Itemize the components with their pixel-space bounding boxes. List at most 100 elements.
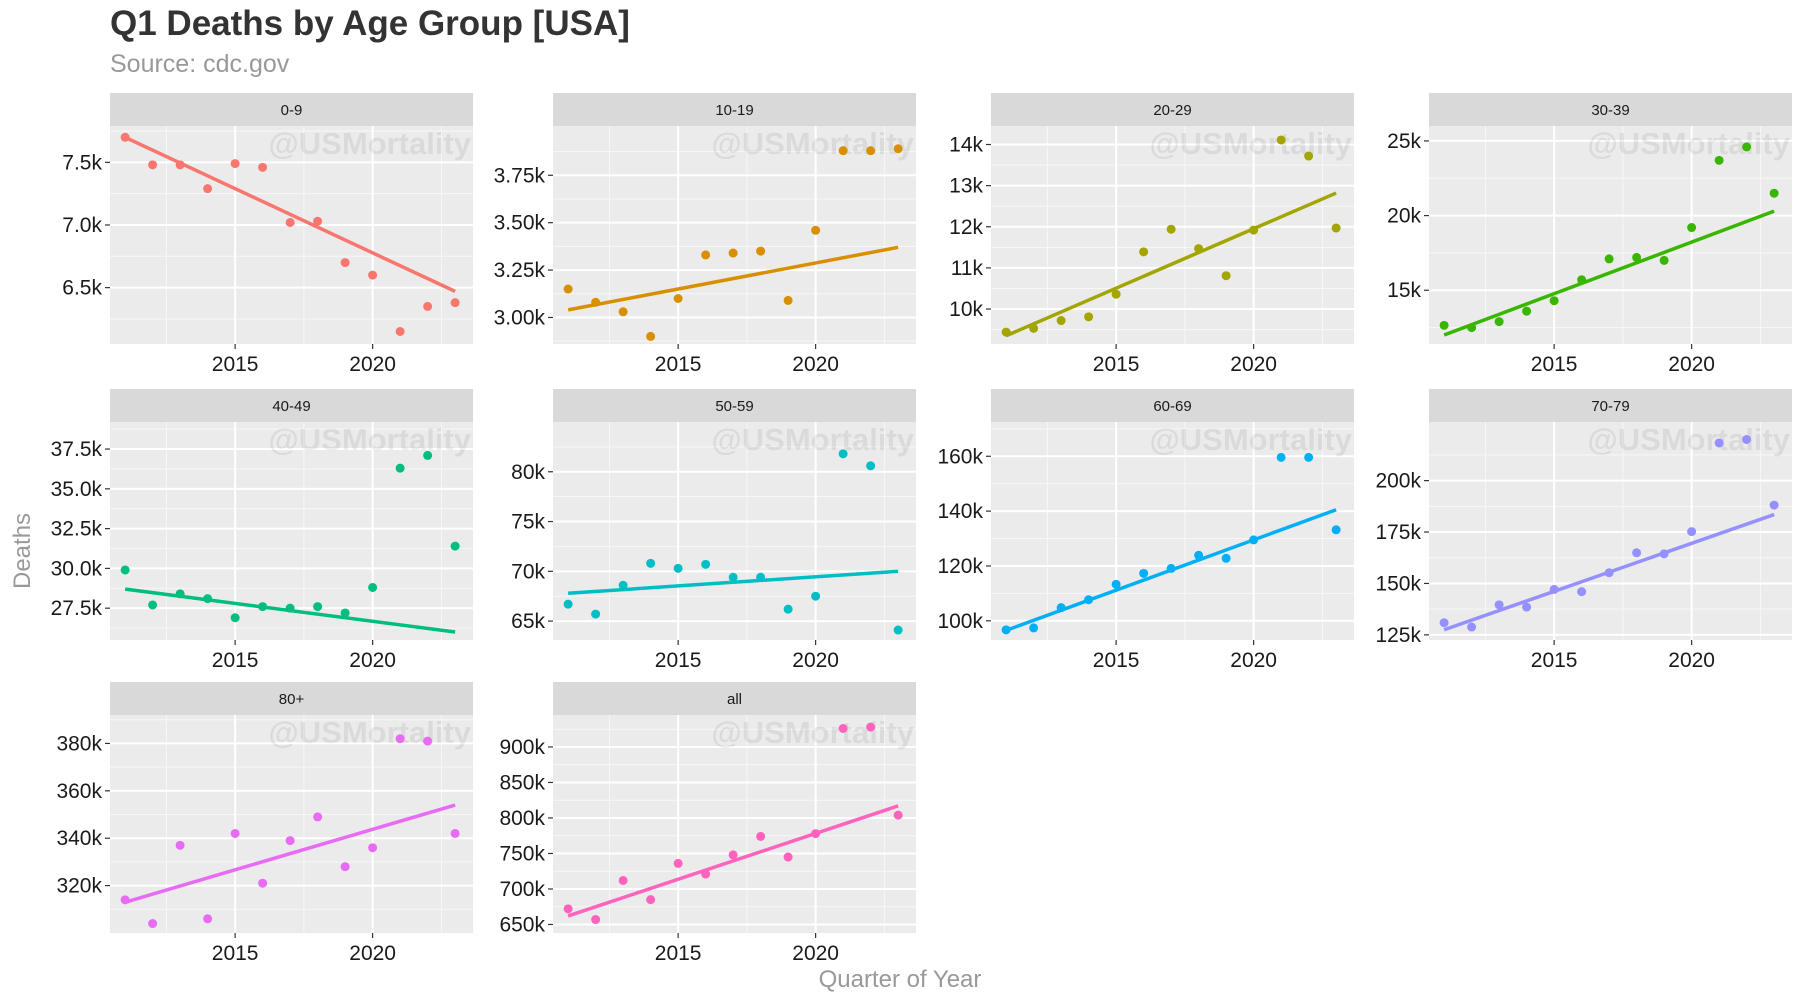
data-point [1276,135,1286,145]
facet-strip [1429,93,1792,126]
y-tick-label: 65k [511,610,545,633]
panel-70-79: 70-79 2015 2020 125k 150k 175k 200k @USMortalit… [1375,389,1792,672]
data-point [1221,271,1231,281]
facet-strip [553,682,916,715]
data-point [893,144,903,154]
data-point [175,160,185,170]
panel-40-49: 40-49 2015 2020 27.5k 30.0k 32.5k 35.0k 37.5k @U… [51,389,473,672]
data-point [1632,252,1642,262]
data-point [1166,563,1176,573]
data-point [811,225,821,235]
data-point [340,862,350,872]
data-point [230,828,240,838]
y-tick-label: 11k [951,257,984,280]
y-tick-label: 200k [1375,470,1421,493]
facet-strip [1429,389,1792,422]
x-tick-label: 2015 [1531,649,1578,672]
data-point [148,600,158,610]
watermark: @USMortality [712,715,915,750]
y-tick-label: 25k [1387,130,1421,153]
data-point [175,840,185,850]
data-point [893,810,903,820]
data-point [1714,438,1724,448]
y-tick-label: 100k [937,610,983,633]
data-point [1467,622,1477,632]
data-point [1604,254,1614,264]
data-point [838,146,848,156]
data-point [701,869,711,879]
chart-subtitle: Source: cdc.gov [110,50,290,78]
data-point [1577,275,1587,285]
data-point [673,858,683,868]
facet-strip [110,682,473,715]
plot-background [553,715,916,933]
data-point [783,295,793,305]
data-point [1659,549,1669,559]
data-point [1769,500,1779,510]
facet-strip [991,93,1354,126]
data-point [701,250,711,260]
data-point [838,723,848,733]
data-point [1522,602,1532,612]
facet-strip-label: 50-59 [715,398,753,415]
x-tick-label: 2020 [1668,649,1715,672]
watermark: @USMortality [1588,126,1791,161]
data-point [230,159,240,169]
x-tick-label: 2020 [1230,353,1277,376]
x-tick-label: 2020 [349,353,396,376]
data-point [728,850,738,860]
facet-strip [110,93,473,126]
data-point [423,301,433,311]
data-point [1304,151,1314,161]
data-point [728,572,738,582]
data-point [1742,434,1752,444]
x-tick-label: 2015 [212,353,259,376]
panel-50-59: 50-59 2015 2020 65k 70k 75k 80k @USMortality [511,389,916,672]
data-point [175,589,185,599]
data-point [450,298,460,308]
chart-title: Q1 Deaths by Age Group [USA] [110,4,630,43]
data-point [203,914,213,924]
data-point [1249,535,1259,545]
data-point [1742,142,1752,152]
facet-strip [553,389,916,422]
data-point [1522,306,1532,316]
watermark: @USMortality [1588,422,1791,457]
watermark: @USMortality [1150,422,1353,457]
y-tick-label: 3.75k [494,164,546,187]
data-point [866,461,876,471]
watermark: @USMortality [269,422,472,457]
y-tick-label: 30.0k [51,557,103,580]
y-tick-label: 160k [937,445,983,468]
data-point [395,734,405,744]
data-point [1687,527,1697,537]
data-point [838,449,848,459]
data-point [120,132,130,142]
y-tick-label: 3.25k [494,259,546,282]
x-tick-label: 2020 [349,649,396,672]
data-point [1276,452,1286,462]
x-axis-label: Quarter of Year [818,966,982,993]
facet-strip-label: 20-29 [1153,102,1191,119]
data-point [1001,327,1011,337]
panel-30-39: 30-39 2015 2020 15k 20k 25k @USMortality [1387,93,1792,376]
x-tick-label: 2015 [1093,353,1140,376]
data-point [368,270,378,280]
panel-80+: 80+ 2015 2020 320k 340k 360k 380k @USMortality [56,682,473,965]
x-tick-label: 2020 [792,942,839,965]
data-point [1604,568,1614,578]
data-point [1687,223,1697,233]
data-point [1714,155,1724,165]
data-point [866,146,876,156]
data-point [728,248,738,258]
y-tick-label: 700k [499,878,545,901]
data-point [646,331,656,341]
x-tick-label: 2015 [655,942,702,965]
x-tick-label: 2020 [792,353,839,376]
y-tick-label: 175k [1375,521,1421,544]
facet-strip [991,389,1354,422]
x-tick-label: 2020 [792,649,839,672]
data-point [120,895,130,905]
data-point [673,563,683,573]
y-tick-label: 120k [937,555,983,578]
